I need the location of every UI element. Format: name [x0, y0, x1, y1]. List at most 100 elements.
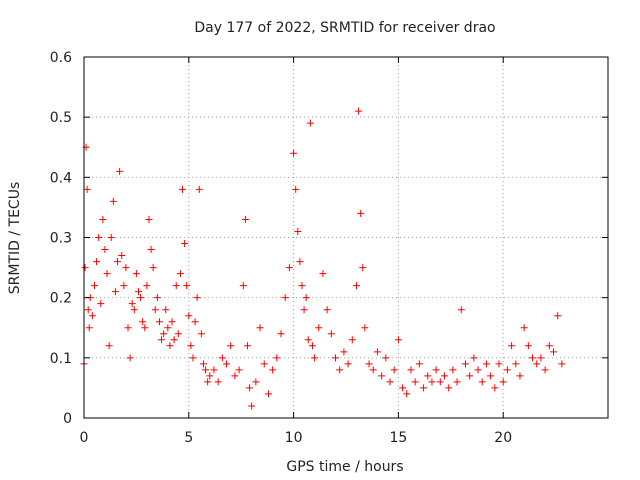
y-tick-label: 0.2: [50, 291, 72, 307]
data-point: [461, 360, 469, 368]
data-point: [290, 149, 298, 157]
data-point: [99, 215, 107, 223]
data-point: [457, 306, 465, 314]
data-point: [554, 312, 562, 320]
data-point: [491, 384, 499, 392]
data-point: [170, 336, 178, 344]
data-point: [273, 354, 281, 362]
data-point: [162, 306, 170, 314]
data-point: [269, 366, 277, 374]
chart-title: Day 177 of 2022, SRMTID for receiver dra…: [194, 20, 495, 36]
data-point: [470, 354, 478, 362]
data-point: [105, 342, 113, 350]
data-point: [179, 185, 187, 193]
data-point: [111, 288, 119, 296]
data-point: [537, 354, 545, 362]
data-point: [424, 372, 432, 380]
data-point: [185, 312, 193, 320]
data-point: [241, 215, 249, 223]
data-point: [281, 294, 289, 302]
data-point: [107, 234, 115, 241]
data-point: [155, 318, 163, 326]
data-point: [243, 342, 251, 350]
data-point: [311, 354, 319, 362]
data-point: [411, 378, 419, 386]
data-point: [88, 312, 96, 320]
data-point: [332, 354, 340, 362]
data-point: [300, 306, 308, 314]
data-point: [520, 324, 528, 332]
data-point: [195, 185, 203, 193]
y-tick-label: 0: [63, 411, 72, 427]
data-point: [252, 378, 260, 386]
data-point: [285, 264, 293, 272]
tick-labels: 0 0.1 0.2 0.3 0.4 0.5 0.6 0 5 10 15 20: [50, 50, 512, 446]
data-point: [132, 270, 140, 278]
data-point: [90, 282, 98, 290]
x-axis-label: GPS time / hours: [286, 459, 403, 475]
data-point: [172, 282, 180, 290]
data-point: [122, 264, 130, 272]
data-point: [81, 264, 89, 272]
data-point: [373, 348, 381, 356]
data-point: [466, 372, 474, 380]
data-point: [126, 354, 134, 362]
data-point: [85, 324, 93, 332]
data-point: [453, 378, 461, 386]
data-point: [436, 378, 444, 386]
data-point: [160, 330, 168, 338]
data-point: [359, 264, 367, 272]
data-point: [550, 348, 558, 356]
data-point: [327, 330, 335, 338]
data-point: [134, 288, 142, 296]
data-point: [176, 270, 184, 278]
data-point: [541, 366, 549, 374]
data-point: [248, 402, 256, 410]
data-point: [319, 270, 327, 278]
data-point: [101, 246, 109, 254]
data-point: [103, 270, 111, 278]
data-point: [151, 306, 159, 314]
data-point: [239, 282, 247, 290]
data-point: [369, 366, 377, 374]
data-point: [183, 282, 191, 290]
data-point: [378, 372, 386, 380]
data-point: [118, 252, 126, 260]
data-point: [390, 366, 398, 374]
data-point: [399, 384, 407, 392]
data-point: [174, 330, 182, 338]
data-point: [191, 318, 199, 326]
data-point: [166, 342, 174, 350]
data-point: [206, 372, 214, 380]
data-point: [428, 378, 436, 386]
data-point: [336, 366, 344, 374]
y-tick-label: 0.5: [50, 110, 72, 126]
x-tick-label: 5: [184, 430, 193, 446]
axis-ticks: [83, 56, 608, 419]
y-tick-label: 0.3: [50, 231, 72, 247]
data-point: [277, 330, 285, 338]
data-point: [246, 384, 254, 392]
data-point: [432, 366, 440, 374]
x-tick-label: 0: [80, 430, 89, 446]
data-point: [158, 336, 166, 344]
data-point: [420, 384, 428, 392]
data-point: [487, 372, 495, 380]
data-point: [84, 306, 92, 314]
data-point: [120, 282, 128, 290]
y-tick-label: 0.6: [50, 50, 72, 66]
data-point: [109, 197, 117, 205]
data-point: [143, 282, 151, 290]
data-point: [97, 300, 105, 308]
data-point: [141, 324, 149, 332]
data-point: [214, 378, 222, 386]
data-point: [386, 378, 394, 386]
data-point: [181, 240, 189, 248]
data-point: [153, 294, 161, 302]
data-point: [296, 258, 304, 266]
data-point: [478, 378, 486, 386]
data-point: [218, 354, 226, 362]
data-points: [80, 107, 566, 410]
data-point: [292, 185, 300, 193]
